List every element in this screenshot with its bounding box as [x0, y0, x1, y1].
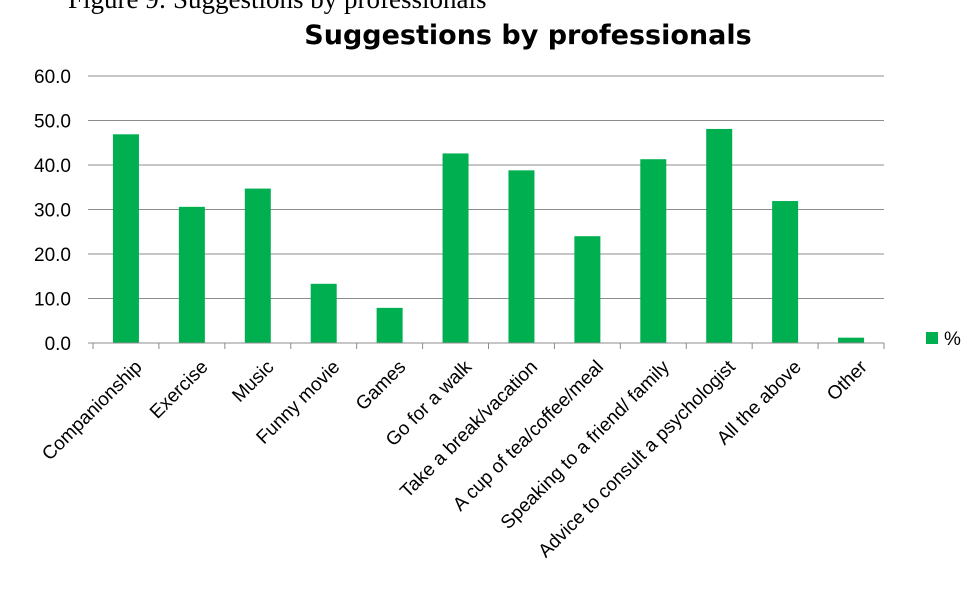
chart-title: Suggestions by professionals	[304, 20, 751, 51]
bar	[376, 307, 403, 343]
x-tick-label: Other	[823, 356, 872, 405]
bar	[112, 134, 139, 343]
bar	[640, 159, 667, 343]
y-tick-label: 10.0	[34, 290, 71, 311]
y-tick-label: 30.0	[34, 201, 71, 222]
x-tick-label: Exercise	[146, 357, 212, 423]
x-tick-label: Companionship	[38, 357, 146, 465]
bar	[838, 337, 865, 343]
gridlines	[88, 75, 885, 349]
legend: %	[926, 329, 961, 350]
figure-caption-fragment: Figure 9: Suggestions by professionals	[68, 0, 487, 15]
y-tick-label: 20.0	[34, 245, 71, 266]
bar	[310, 283, 337, 343]
y-tick-label: 60.0	[34, 67, 71, 88]
bar	[706, 128, 733, 343]
bar	[442, 153, 469, 343]
legend-label: %	[944, 329, 961, 350]
y-tick-label: 50.0	[34, 112, 71, 133]
bar	[772, 201, 799, 343]
y-tick-labels: 0.0 10.0 20.0 30.0 40.0 50.0 60.0	[34, 67, 71, 355]
y-tick-label: 0.0	[45, 334, 71, 355]
bar	[178, 206, 205, 343]
x-tick-label: Music	[228, 357, 278, 407]
bars	[112, 128, 865, 343]
bar	[574, 236, 601, 343]
bar	[508, 170, 535, 343]
y-tick-label: 40.0	[34, 156, 71, 177]
bar	[244, 188, 271, 343]
x-tick-label: Games	[352, 357, 410, 415]
legend-swatch	[926, 332, 938, 344]
